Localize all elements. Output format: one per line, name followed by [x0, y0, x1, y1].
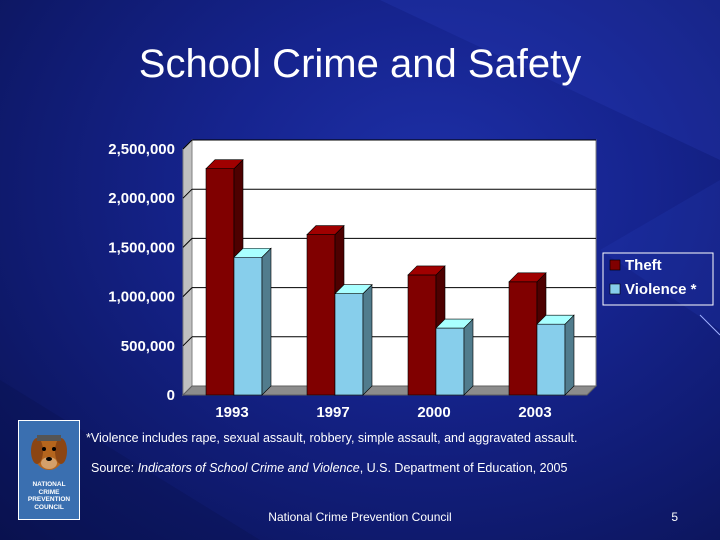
x-tick-label: 1993: [215, 404, 248, 421]
legend-label: Theft: [625, 257, 662, 274]
source-title: Indicators of School Crime and Violence: [137, 461, 360, 475]
bar-top: [435, 318, 474, 329]
y-tick-label: 1,500,000: [108, 239, 175, 256]
source-suffix: , U.S. Department of Education, 2005: [359, 461, 568, 475]
bar-top: [508, 272, 547, 283]
bar-violence-2003: [536, 323, 566, 396]
x-tick-label: 2000: [417, 404, 450, 421]
legend-swatch: [609, 259, 621, 271]
gridline-side: [182, 139, 193, 150]
gridline-side: [182, 287, 193, 297]
legend-label: Violence *: [625, 281, 697, 298]
gridline-side: [182, 336, 193, 347]
plot-side-wall: [182, 138, 193, 397]
bar-theft-2000: [407, 274, 437, 396]
ncpc-logo: NATIONAL CRIME PREVENTION COUNCIL: [18, 420, 80, 520]
footer-text: National Crime Prevention Council: [268, 510, 452, 524]
dog-icon: [31, 435, 67, 470]
source-prefix: Source:: [91, 461, 138, 475]
page-number: 5: [671, 510, 678, 524]
bar-side: [463, 318, 474, 396]
slide-title: School Crime and Safety: [138, 42, 582, 86]
y-tick-label: 2,000,000: [108, 190, 175, 207]
footnote: *Violence includes rape, sexual assault,…: [86, 431, 578, 445]
bar-top: [407, 265, 446, 276]
bar-violence-1993: [233, 256, 263, 396]
bar-top: [205, 159, 244, 169]
bar-theft-2003: [508, 281, 538, 396]
bar-violence-2000: [435, 327, 465, 396]
bar-theft-1993: [205, 168, 235, 396]
source-citation: Source: Indicators of School Crime and V…: [91, 461, 567, 475]
bar-top: [334, 284, 373, 294]
y-tick-label: 500,000: [121, 338, 175, 355]
bar-side: [362, 283, 373, 396]
bar-top: [306, 225, 345, 235]
bar-violence-1997: [334, 293, 364, 396]
x-tick-label: 2003: [518, 404, 551, 421]
y-tick-label: 0: [167, 387, 175, 404]
bar-top: [233, 247, 272, 258]
logo-text: NATIONAL CRIME PREVENTION COUNCIL: [27, 481, 71, 511]
legend-box: [602, 252, 714, 306]
gridline-side: [182, 238, 193, 248]
bar-side: [261, 247, 272, 396]
legend-swatch: [609, 283, 621, 295]
bar-side: [564, 314, 575, 396]
y-tick-label: 2,500,000: [108, 141, 175, 158]
y-tick-label: 1,000,000: [108, 289, 175, 306]
bar-top: [536, 314, 575, 325]
bar-theft-1997: [306, 234, 336, 396]
gridline-side: [182, 188, 193, 199]
x-tick-label: 1997: [316, 404, 349, 421]
